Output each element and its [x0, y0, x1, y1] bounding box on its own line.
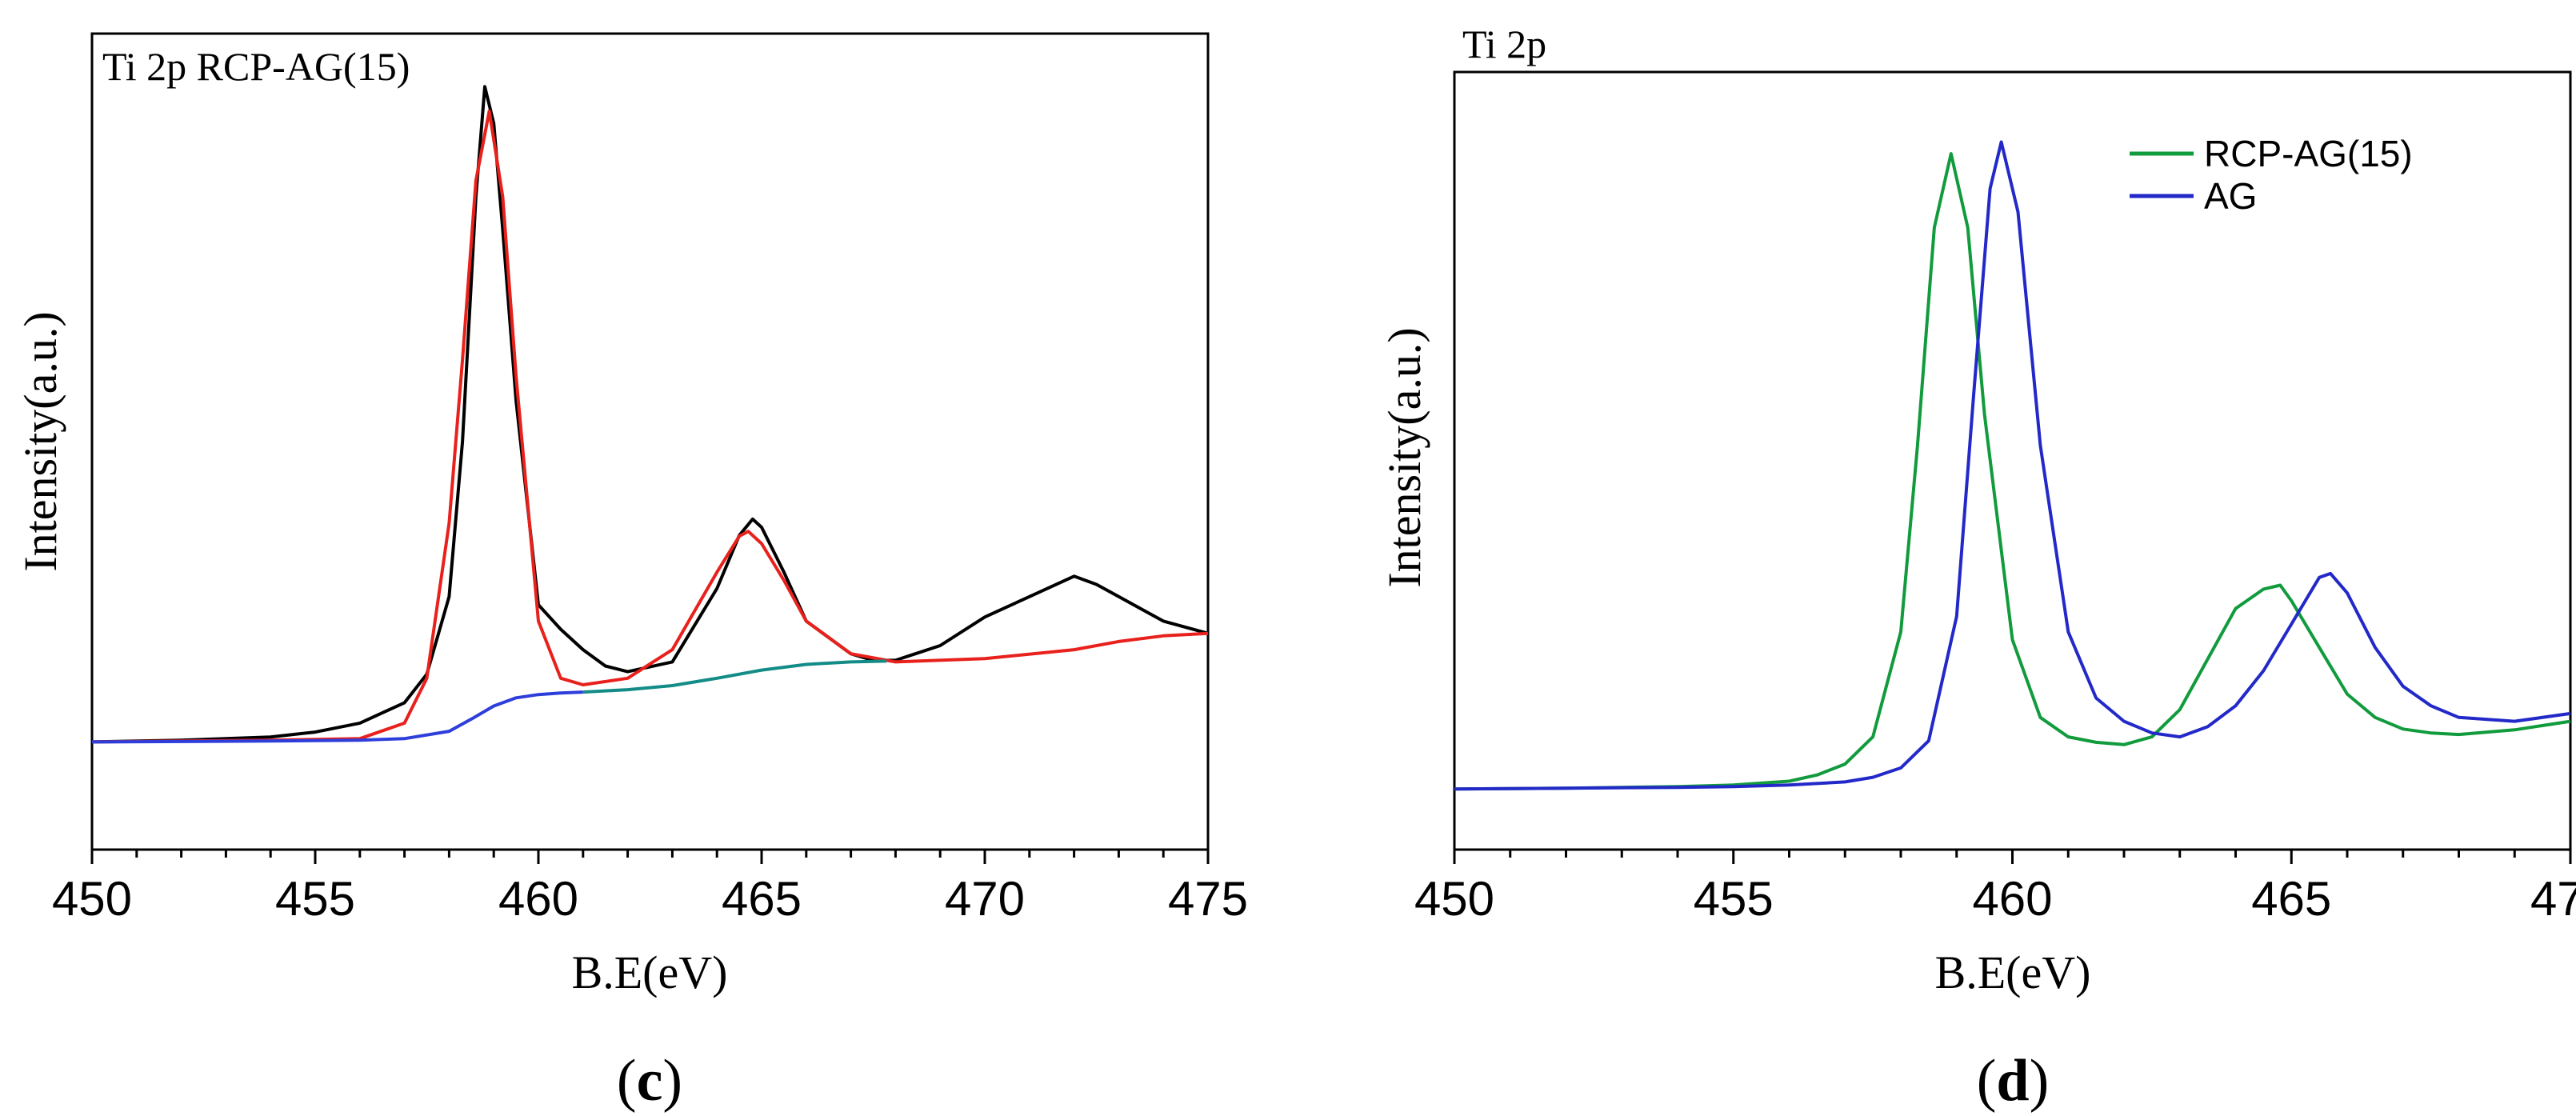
legend-label-ag: AG	[2204, 175, 2257, 217]
legend-d: RCP-AG(15) AG	[2130, 133, 2413, 217]
panel-title-c: Ti 2p RCP-AG(15)	[102, 44, 410, 89]
panel-title-d: Ti 2p	[1462, 22, 1546, 66]
x-axis-title-d: B.E(eV)	[1935, 946, 2091, 998]
x-tick-label: 455	[1694, 872, 1774, 926]
x-tick-label: 465	[722, 872, 802, 926]
caption-letter-d: d	[1996, 1048, 2029, 1114]
chart-panel-c: 450 455 460 465 470 475 Ti 2p RCP-AG(15) B.E(…	[14, 32, 1248, 1114]
series-line-c-2	[91, 690, 583, 744]
caption-c: (c)	[617, 1048, 682, 1114]
series-group-d	[1454, 140, 2571, 791]
chart-panel-d: 450 455 460 465 470 Ti 2p B.E(eV) Intensity(…	[1378, 22, 2576, 1114]
x-tick-label: 455	[275, 872, 355, 926]
caption-d: (d)	[1977, 1048, 2049, 1114]
series-group-c	[91, 85, 1209, 744]
x-tick-label: 460	[1972, 872, 2052, 926]
x-axis-ticks-c: 450 455 460 465 470 475	[52, 850, 1248, 926]
series-line-c-1	[91, 109, 1209, 744]
x-tick-label: 470	[945, 872, 1025, 926]
x-axis-ticks-d: 450 455 460 465 470	[1414, 850, 2576, 926]
series-line-c-0	[91, 85, 1209, 744]
x-tick-label: 450	[52, 872, 132, 926]
x-tick-label: 450	[1414, 872, 1494, 926]
series-line-d-0	[1454, 152, 2571, 791]
series-line-c-3	[582, 659, 887, 694]
y-axis-title-c: Intensity(a.u.)	[14, 311, 66, 571]
y-axis-title-d: Intensity(a.u.)	[1378, 327, 1430, 587]
x-axis-title-c: B.E(eV)	[572, 946, 728, 998]
x-tick-label: 470	[2530, 872, 2576, 926]
legend-label-rcp-ag15: RCP-AG(15)	[2204, 133, 2413, 174]
x-tick-label: 465	[2251, 872, 2331, 926]
series-line-d-1	[1454, 140, 2571, 791]
x-tick-label: 475	[1168, 872, 1248, 926]
svg-text:(d): (d)	[1977, 1048, 2049, 1114]
caption-letter-c: c	[637, 1048, 663, 1114]
svg-text:(c): (c)	[617, 1048, 682, 1114]
x-tick-label: 460	[498, 872, 578, 926]
plot-frame-c	[90, 32, 1210, 851]
